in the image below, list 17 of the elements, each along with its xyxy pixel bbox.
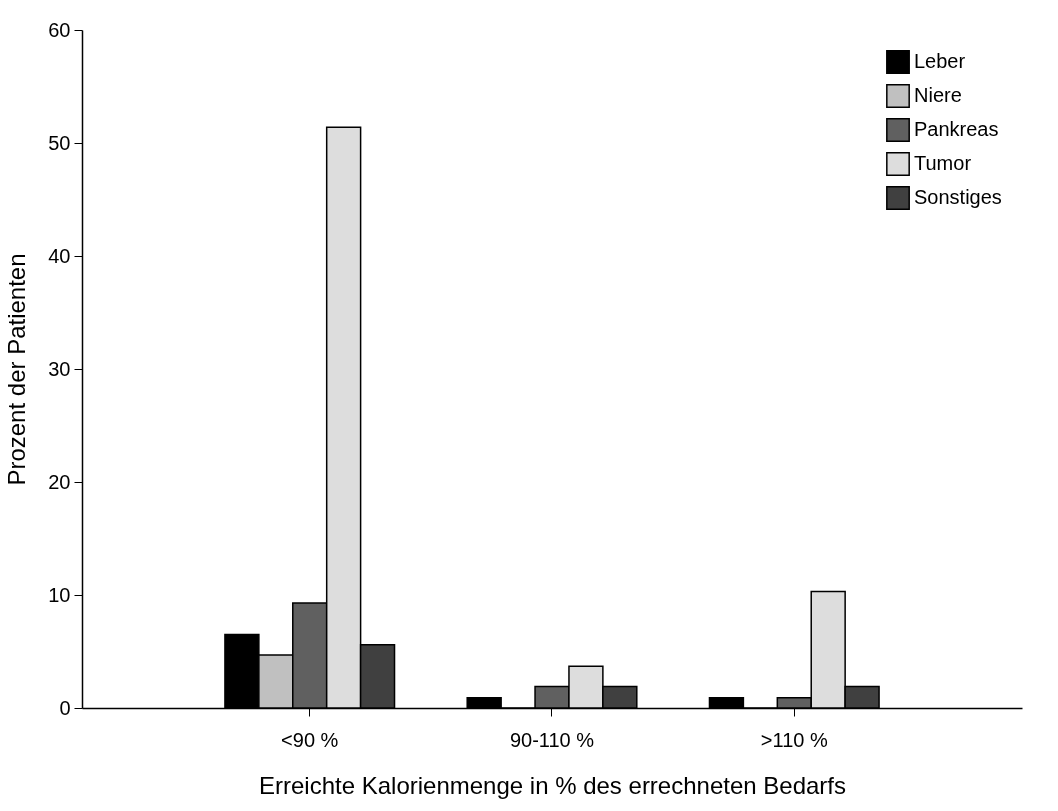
y-tick-label: 20 (48, 470, 71, 493)
y-axis-title: Prozent der Patienten (3, 253, 31, 486)
x-tick-label: <90 % (281, 728, 339, 751)
legend-label: Sonstiges (914, 186, 1002, 208)
legend-label: Niere (914, 84, 962, 106)
legend-label: Leber (914, 50, 966, 72)
legend-label: Pankreas (914, 118, 999, 140)
y-tick-label: 60 (48, 18, 71, 41)
y-tick-label: 50 (48, 131, 71, 154)
x-axis-title: Erreichte Kalorienmenge in % des errechneten Bedarfs (259, 771, 846, 799)
y-tick-label: 40 (48, 244, 71, 267)
y-tick-label: 10 (48, 583, 71, 606)
legend-label: Tumor (914, 152, 972, 174)
y-tick-label: 30 (48, 357, 71, 380)
x-tick-label: >110 % (760, 728, 828, 751)
x-tick-label: 90-110 % (509, 728, 595, 751)
y-tick-label: 0 (59, 696, 71, 719)
